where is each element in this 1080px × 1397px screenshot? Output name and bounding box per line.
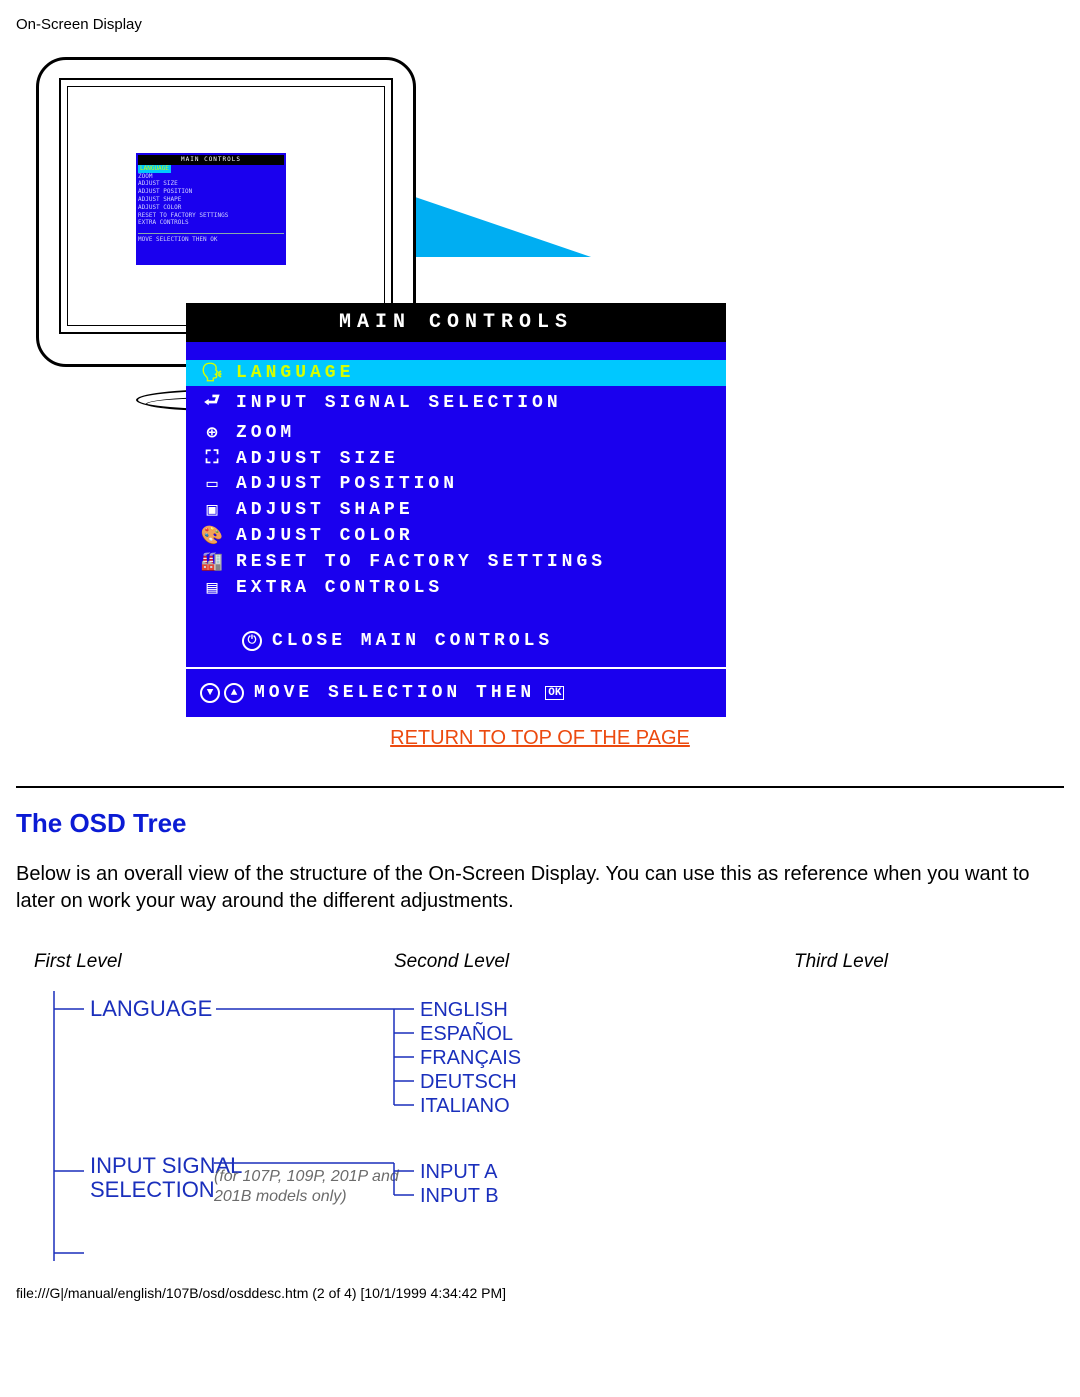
svg-text:ESPAÑOL: ESPAÑOL	[420, 1021, 513, 1045]
osd-panel: MAIN CONTROLS 🗣 LANGUAGE ⮐ INPUT SIGNAL SEL…	[186, 303, 726, 717]
svg-text:ENGLISH: ENGLISH	[420, 999, 508, 1021]
osd-item-icon: 🎨	[200, 525, 228, 547]
osd-item-icon: ▭	[200, 473, 228, 495]
osd-footer: ▼▲ MOVE SELECTION THEN OK	[186, 667, 726, 717]
section-heading: The OSD Tree	[16, 808, 1064, 839]
tree-header-first: First Level	[34, 951, 394, 973]
osd-illustration: MAIN CONTROLS LANGUAGE ZOOM ADJUST SIZE …	[36, 57, 736, 697]
osd-item-icon: ⛶	[200, 448, 228, 469]
tree-header-second: Second Level	[394, 951, 794, 973]
tree-header-third: Third Level	[794, 951, 888, 973]
osd-menu-item: ▣ ADJUST SHAPE	[186, 497, 726, 523]
osd-menu-item: ⮐ INPUT SIGNAL SELECTION	[186, 386, 726, 420]
svg-text:(for 107P, 109P, 201P and: (for 107P, 109P, 201P and	[214, 1168, 400, 1185]
down-icon: ▼	[200, 683, 220, 703]
osd-menu-item: 🗣 LANGUAGE	[186, 360, 726, 386]
page-header: On-Screen Display	[16, 16, 1064, 33]
tree-diagram: LANGUAGE ENGLISHESPAÑOLFRANÇAISDEUTSCHITA…	[34, 991, 954, 1261]
osd-menu-item: ▤ EXTRA CONTROLS	[186, 575, 726, 601]
osd-close-label: CLOSE MAIN CONTROLS	[272, 631, 553, 651]
osd-item-icon: 🗣	[200, 362, 228, 384]
osd-item-icon: 🏭	[200, 551, 228, 573]
osd-item-label: LANGUAGE	[236, 363, 354, 383]
svg-text:ITALIANO: ITALIANO	[420, 1095, 510, 1117]
osd-menu-item: ⊕ ZOOM	[186, 420, 726, 446]
osd-menu: 🗣 LANGUAGE ⮐ INPUT SIGNAL SELECTION ⊕ ZOOM ⛶ AD…	[186, 342, 726, 611]
osd-item-label: ADJUST SIZE	[236, 449, 399, 469]
osd-item-icon: ⮐	[200, 388, 228, 418]
osd-item-label: EXTRA CONTROLS	[236, 578, 443, 598]
osd-item-icon: ▣	[200, 499, 228, 521]
osd-item-label: ZOOM	[236, 423, 295, 443]
osd-menu-item: ▭ ADJUST POSITION	[186, 471, 726, 497]
section-paragraph: Below is an overall view of the structur…	[16, 861, 1064, 915]
mini-osd: MAIN CONTROLS LANGUAGE ZOOM ADJUST SIZE …	[136, 153, 286, 265]
osd-item-icon: ▤	[200, 577, 228, 599]
ok-icon: OK	[545, 686, 564, 700]
osd-item-label: ADJUST SHAPE	[236, 500, 414, 520]
svg-text:INPUT B: INPUT B	[420, 1185, 499, 1207]
osd-footer-label: MOVE SELECTION THEN	[254, 683, 535, 703]
svg-text:LANGUAGE: LANGUAGE	[90, 996, 212, 1021]
osd-item-label: ADJUST COLOR	[236, 526, 414, 546]
svg-text:INPUT A: INPUT A	[420, 1161, 498, 1183]
svg-text:201B models only): 201B models only)	[213, 1188, 347, 1205]
return-to-top-link[interactable]: RETURN TO TOP OF THE PAGE	[390, 727, 690, 749]
power-icon: ⏻	[242, 631, 262, 651]
osd-menu-item: 🎨 ADJUST COLOR	[186, 523, 726, 549]
up-icon: ▲	[224, 683, 244, 703]
footer-path: file:///G|/manual/english/107B/osd/osdde…	[16, 1285, 1064, 1301]
separator	[16, 786, 1064, 788]
osd-item-label: ADJUST POSITION	[236, 474, 458, 494]
return-link-container: RETURN TO TOP OF THE PAGE	[16, 727, 1064, 750]
svg-text:DEUTSCH: DEUTSCH	[420, 1071, 517, 1093]
osd-item-label: RESET TO FACTORY SETTINGS	[236, 552, 606, 572]
svg-text:SELECTION: SELECTION	[90, 1177, 215, 1202]
svg-text:FRANÇAIS: FRANÇAIS	[420, 1047, 521, 1069]
osd-item-label: INPUT SIGNAL SELECTION	[236, 393, 562, 413]
osd-menu-item: 🏭 RESET TO FACTORY SETTINGS	[186, 549, 726, 575]
osd-item-icon: ⊕	[200, 422, 228, 444]
osd-title: MAIN CONTROLS	[186, 303, 726, 342]
osd-menu-item: ⛶ ADJUST SIZE	[186, 446, 726, 471]
osd-close-row: ⏻ CLOSE MAIN CONTROLS	[186, 611, 726, 667]
osd-tree: First Level Second Level Third Level LAN…	[34, 951, 1064, 1261]
